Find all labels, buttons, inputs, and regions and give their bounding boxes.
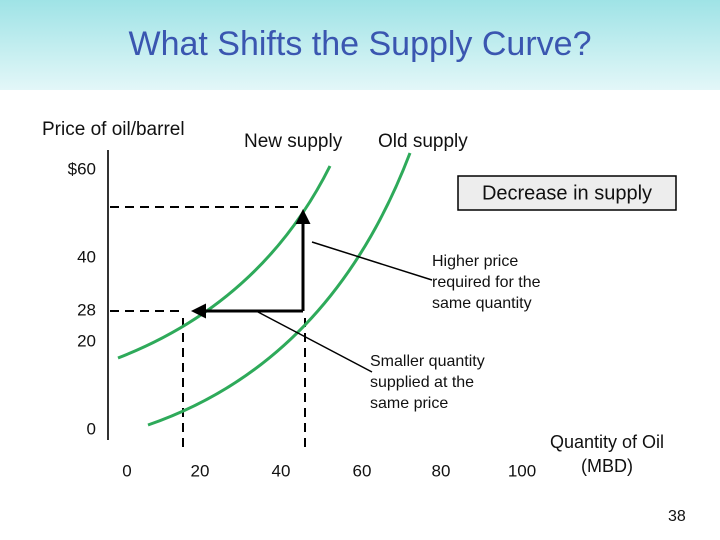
- x-axis-label: (MBD): [581, 456, 633, 476]
- y-tick-label: 28: [77, 300, 96, 319]
- title-band: [0, 0, 720, 90]
- x-tick-label: 20: [191, 461, 210, 480]
- callout-note: Higher price: [432, 253, 518, 270]
- y-tick-label: 20: [77, 331, 96, 350]
- x-tick-label: 60: [353, 461, 372, 480]
- curve-label: Old supply: [378, 131, 468, 152]
- y-tick-label: $60: [68, 159, 96, 178]
- curve-label: New supply: [244, 131, 343, 152]
- x-tick-label: 100: [508, 461, 536, 480]
- callout-line: [311, 241, 433, 281]
- callout-note: supplied at the: [370, 374, 474, 391]
- callout-line: [257, 311, 373, 373]
- callout-note: same quantity: [432, 295, 532, 312]
- labels: $60 40 28 20 0 0 20 40 60 80 100 Quantity of Oil (MB…: [68, 159, 664, 480]
- callout-note: required for the: [432, 274, 541, 291]
- callout-box: [457, 175, 677, 211]
- x-tick-label: 0: [122, 461, 131, 480]
- callout-note: same price: [370, 395, 448, 412]
- x-axis-label: Quantity of Oil: [550, 432, 664, 452]
- callout-box-text: Decrease in supply: [482, 182, 652, 204]
- new-supply-curve: [117, 165, 332, 360]
- page-number: 38: [668, 508, 686, 525]
- guides: [110, 206, 306, 452]
- y-tick-label: 40: [77, 247, 96, 266]
- old-supply-curve: [147, 152, 412, 427]
- slide-title: What Shifts the Supply Curve?: [128, 25, 591, 63]
- y-axis-label: Price of oil/barrel: [42, 119, 185, 140]
- callout-note: Smaller quantity: [370, 353, 485, 370]
- y-tick-label: 0: [87, 419, 96, 438]
- x-tick-label: 80: [432, 461, 451, 480]
- x-tick-label: 40: [272, 461, 291, 480]
